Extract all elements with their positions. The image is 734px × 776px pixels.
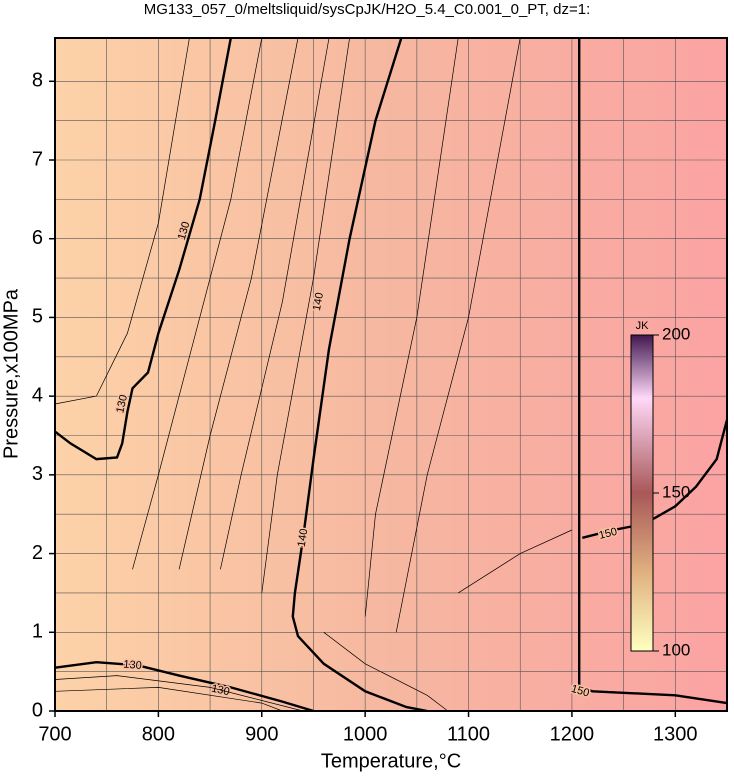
plot-frame xyxy=(54,37,728,712)
contour xyxy=(261,37,350,593)
y-tick-label: 3 xyxy=(32,463,43,485)
colorbar-label: JK xyxy=(636,320,650,332)
bold-contour xyxy=(54,660,314,713)
contour-label: 130 xyxy=(210,683,231,699)
y-tick-label: 7 xyxy=(32,148,43,170)
contour-label: 140 xyxy=(311,292,326,312)
y-axis-label: Pressure,x100MPa xyxy=(0,288,22,459)
colorbar-tick-label: 150 xyxy=(662,482,690,501)
contour xyxy=(395,37,521,633)
contour-label: 130 xyxy=(123,659,142,672)
x-tick-label: 1000 xyxy=(343,723,388,745)
chart-title: MG133_057_0/meltsliquid/sysCpJK/H2O_5.4_… xyxy=(144,1,591,18)
y-tick-label: 8 xyxy=(32,70,43,92)
colorbar-tick-label: 200 xyxy=(662,324,690,343)
colorbar xyxy=(630,334,654,652)
x-tick-label: 1100 xyxy=(447,723,490,745)
y-tick-label: 4 xyxy=(32,384,43,406)
contour xyxy=(54,675,304,712)
contour xyxy=(54,687,283,712)
contour xyxy=(178,37,299,570)
x-axis-label: Temperature,°C xyxy=(321,750,461,772)
y-tick-label: 2 xyxy=(32,542,43,564)
contour xyxy=(54,37,190,405)
contour-label: 140 xyxy=(296,528,311,548)
colorbar-tick-label: 100 xyxy=(662,640,690,659)
contour xyxy=(132,37,263,570)
x-tick-label: 700 xyxy=(38,723,71,745)
bold-contour xyxy=(54,37,232,461)
x-tick-label: 1200 xyxy=(550,723,595,745)
bold-contour xyxy=(578,38,728,705)
x-tick-label: 1300 xyxy=(653,723,698,745)
contour xyxy=(458,529,573,594)
field xyxy=(55,38,727,711)
bold-contour xyxy=(582,419,729,539)
y-tick-label: 1 xyxy=(32,621,43,643)
y-tick-label: 6 xyxy=(32,227,43,249)
bold-contour xyxy=(291,37,428,713)
x-tick-label: 800 xyxy=(142,723,175,745)
y-tick-label: 0 xyxy=(32,699,43,721)
contour xyxy=(364,37,459,617)
contour xyxy=(220,37,330,570)
contour-label: 130 xyxy=(114,394,130,414)
contour xyxy=(323,632,449,712)
y-tick-label: 5 xyxy=(32,306,43,328)
x-tick-label: 900 xyxy=(245,723,278,745)
